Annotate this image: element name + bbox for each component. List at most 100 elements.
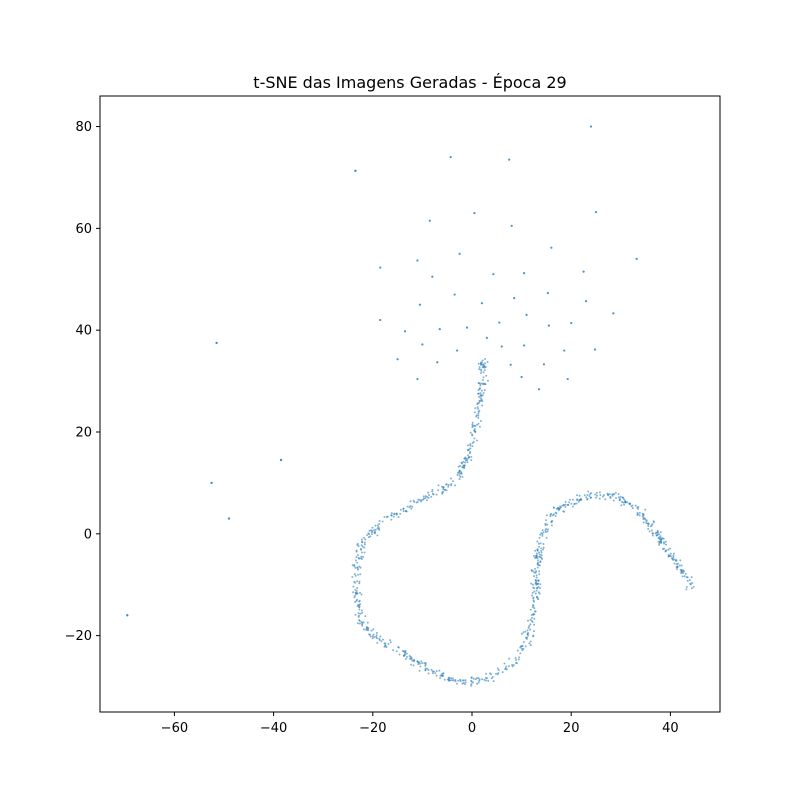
scatter-point <box>685 588 688 591</box>
scatter-point <box>403 330 407 333</box>
scatter-point <box>464 461 467 464</box>
scatter-point <box>545 536 548 539</box>
scatter-point <box>402 507 405 510</box>
scatter-point <box>500 345 503 348</box>
scatter-point <box>541 557 544 560</box>
scatter-point <box>535 570 538 573</box>
scatter-point <box>658 536 661 539</box>
scatter-point <box>667 553 670 556</box>
scatter-point <box>427 491 430 494</box>
scatter-point <box>478 425 481 428</box>
scatter-point <box>479 361 482 364</box>
scatter-point <box>424 497 427 500</box>
scatter-point <box>530 613 533 616</box>
scatter-point <box>409 655 412 658</box>
scatter-point <box>529 640 532 643</box>
scatter-point <box>368 529 371 532</box>
scatter-point <box>439 677 442 680</box>
scatter-point <box>681 569 684 572</box>
scatter-point <box>378 519 381 522</box>
scatter-point <box>480 372 483 375</box>
scatter-point <box>520 375 523 379</box>
scatter-point <box>587 490 590 493</box>
scatter-point <box>477 414 480 417</box>
scatter-point <box>458 474 461 477</box>
scatter-point <box>518 656 521 659</box>
scatter-point <box>445 483 448 486</box>
scatter-point <box>511 664 514 666</box>
scatter-point <box>464 459 467 462</box>
scatter-point <box>544 524 547 527</box>
scatter-point <box>357 545 360 548</box>
scatter-point <box>477 407 480 410</box>
scatter-point <box>449 155 452 159</box>
scatter-point <box>626 501 629 504</box>
scatter-point <box>570 321 573 325</box>
scatter-point <box>459 475 462 478</box>
scatter-point <box>401 650 404 652</box>
scatter-point <box>370 531 373 534</box>
scatter-point <box>672 555 675 558</box>
scatter-point <box>607 494 610 497</box>
scatter-point <box>580 498 583 501</box>
x-tick-label: −40 <box>260 721 287 736</box>
scatter-point <box>471 424 474 427</box>
scatter-point <box>505 668 508 671</box>
scatter-point <box>480 394 483 397</box>
scatter-point <box>536 596 539 599</box>
scatter-point <box>355 590 358 593</box>
scatter-point <box>378 527 381 530</box>
scatter-point <box>362 628 365 631</box>
scatter-point <box>445 489 448 492</box>
scatter-point <box>531 591 534 594</box>
scatter-point <box>478 395 481 398</box>
scatter-point <box>373 529 376 532</box>
scatter-point <box>472 677 475 680</box>
scatter-point <box>376 534 379 537</box>
scatter-point <box>667 555 670 558</box>
scatter-point <box>482 392 485 395</box>
scatter-point <box>531 606 534 609</box>
scatter-point <box>598 491 601 494</box>
scatter-point <box>532 599 535 602</box>
scatter-point <box>539 583 542 586</box>
scatter-point <box>471 434 474 437</box>
scatter-point <box>586 493 589 496</box>
scatter-point <box>483 389 486 392</box>
scatter-point <box>456 349 459 352</box>
scatter-point <box>546 530 549 533</box>
scatter-point <box>355 556 358 559</box>
scatter-point <box>357 573 360 576</box>
scatter-point <box>359 573 362 576</box>
scatter-point <box>462 679 465 682</box>
scatter-point <box>539 561 542 564</box>
scatter-point <box>522 631 525 634</box>
scatter-point <box>668 547 671 550</box>
scatter-point <box>533 623 536 626</box>
scatter-point <box>498 321 501 324</box>
scatter-point <box>540 547 543 550</box>
scatter-point <box>662 541 665 544</box>
scatter-point <box>576 494 579 497</box>
scatter-point <box>428 494 431 497</box>
scatter-point <box>637 505 640 508</box>
scatter-point <box>496 667 499 670</box>
scatter-point <box>517 658 520 661</box>
scatter-point <box>612 499 615 502</box>
scatter-point <box>439 674 442 677</box>
scatter-point <box>356 622 359 625</box>
scatter-point <box>447 484 450 487</box>
scatter-point <box>535 576 538 579</box>
scatter-point <box>479 382 482 385</box>
scatter-point <box>535 574 538 577</box>
scatter-point <box>520 645 523 648</box>
scatter-point <box>435 493 438 496</box>
scatter-point <box>534 549 537 552</box>
scatter-point <box>647 522 650 525</box>
scatter-point <box>456 473 459 476</box>
scatter-point <box>505 665 508 668</box>
scatter-point <box>537 579 540 582</box>
scatter-point <box>594 493 597 496</box>
scatter-point <box>366 621 369 624</box>
scatter-point <box>546 523 549 526</box>
